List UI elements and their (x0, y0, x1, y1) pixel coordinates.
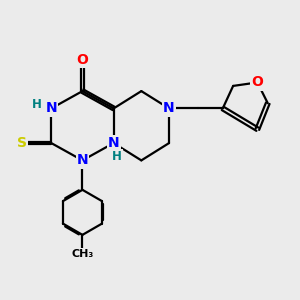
Text: CH₃: CH₃ (71, 249, 94, 259)
Text: N: N (163, 101, 175, 116)
Text: H: H (32, 98, 42, 112)
Text: O: O (76, 53, 88, 67)
Text: N: N (46, 101, 57, 116)
Text: N: N (108, 136, 119, 150)
Text: S: S (17, 136, 27, 150)
Text: O: O (251, 76, 263, 89)
Text: N: N (76, 153, 88, 167)
Text: H: H (112, 150, 122, 163)
